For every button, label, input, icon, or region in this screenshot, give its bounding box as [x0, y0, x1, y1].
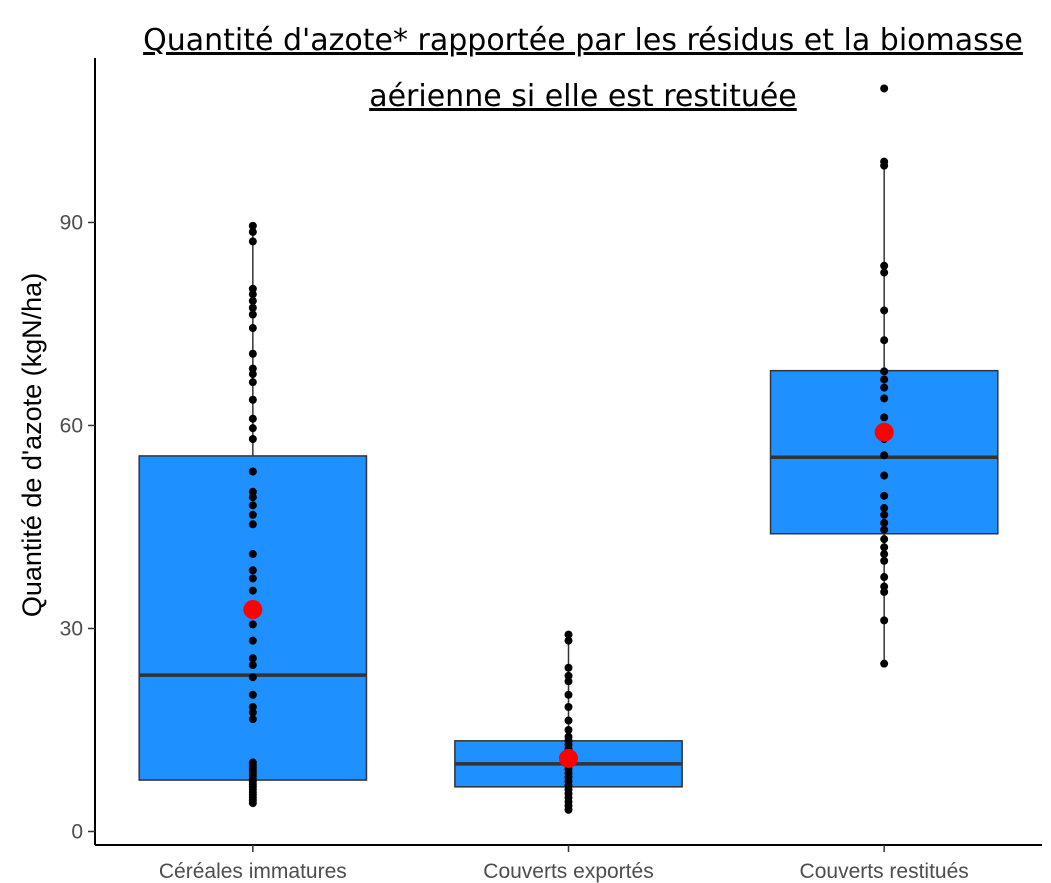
data-point: [248, 501, 257, 510]
data-point: [248, 284, 257, 293]
data-point: [880, 261, 889, 270]
data-point: [248, 310, 257, 319]
data-point: [248, 487, 257, 496]
data-point: [248, 378, 257, 387]
y-tick-label: 0: [71, 821, 83, 844]
y-tick-label: 90: [60, 211, 83, 234]
data-point: [880, 573, 889, 582]
data-point: [248, 636, 257, 645]
data-point: [564, 690, 573, 699]
data-point: [248, 221, 257, 230]
data-point: [248, 510, 257, 519]
data-point: [564, 630, 573, 639]
data-point: [880, 471, 889, 480]
data-point: [880, 504, 889, 513]
data-point: [248, 364, 257, 373]
data-point: [880, 451, 889, 460]
data-point: [880, 535, 889, 544]
data-point: [880, 556, 889, 565]
data-point: [880, 510, 889, 519]
plot-area: 0 30 60 90 Céréales immatures Couverts export…: [60, 58, 1042, 883]
data-point: [564, 725, 573, 734]
data-point: [880, 336, 889, 345]
data-point: [248, 424, 257, 433]
data-point: [880, 157, 889, 166]
data-point: [248, 661, 257, 670]
data-point: [880, 582, 889, 591]
data-point: [248, 702, 257, 711]
data-point: [880, 518, 889, 527]
mean-point: [874, 422, 894, 442]
chart-title-line-1: Quantité d'azote* rapportée par les rési…: [143, 23, 1023, 58]
data-point: [248, 467, 257, 476]
data-point: [880, 383, 889, 392]
data-point: [880, 616, 889, 625]
data-point: [248, 715, 257, 724]
chart-title: Quantité d'azote* rapportée par les rési…: [143, 23, 1023, 114]
data-point: [248, 227, 257, 236]
data-point: [880, 268, 889, 277]
data-point: [248, 690, 257, 699]
data-point: [248, 758, 257, 767]
data-point: [880, 84, 889, 93]
chart-title-line-2: aérienne si elle est restituée: [369, 79, 797, 114]
data-point: [564, 702, 573, 711]
data-point: [564, 636, 573, 645]
y-axis-label: Quantité de d'azote (kgN/ha): [17, 273, 47, 617]
y-tick-label: 60: [60, 414, 83, 437]
data-point: [880, 543, 889, 552]
data-point: [564, 671, 573, 680]
data-point: [248, 550, 257, 559]
data-point: [248, 435, 257, 444]
data-point: [880, 659, 889, 668]
data-point: [248, 586, 257, 595]
data-point: [248, 654, 257, 663]
data-point: [248, 620, 257, 629]
data-point: [564, 663, 573, 672]
mean-point: [243, 600, 263, 620]
data-point: [248, 574, 257, 583]
data-point: [564, 732, 573, 741]
data-point: [248, 414, 257, 423]
data-point: [880, 491, 889, 500]
data-point: [564, 716, 573, 725]
data-point: [248, 395, 257, 404]
data-point: [880, 375, 889, 384]
data-point: [880, 367, 889, 376]
data-point: [248, 296, 257, 305]
data-point: [248, 566, 257, 575]
y-tick-label: 30: [60, 617, 83, 640]
data-point: [248, 324, 257, 333]
data-point: [248, 520, 257, 529]
x-tick-label: Céréales immatures: [159, 860, 347, 883]
data-point: [248, 237, 257, 246]
data-point: [248, 349, 257, 358]
x-tick-label: Couverts restitués: [800, 860, 969, 883]
data-point: [880, 394, 889, 403]
data-point: [880, 413, 889, 422]
mean-point: [559, 748, 578, 768]
data-point: [248, 303, 257, 312]
data-point: [248, 673, 257, 682]
x-tick-label: Couverts exportés: [483, 860, 653, 883]
data-point: [880, 525, 889, 534]
data-point: [880, 550, 889, 559]
data-point: [880, 306, 889, 315]
